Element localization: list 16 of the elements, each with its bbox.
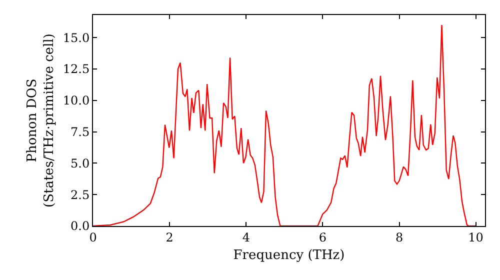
x-tick-label: 10 (468, 230, 484, 244)
y-tick-label: 10.0 (62, 94, 90, 108)
y-tick-label: 12.5 (62, 62, 90, 76)
y-tick-label: 5.0 (70, 156, 90, 170)
y-tick-label: 0.0 (70, 219, 90, 234)
x-tick-label: 0 (89, 230, 97, 244)
y-axis-title: Phonon DOS (States/THz·primitive cell) (24, 33, 57, 208)
x-axis-title: Frequency (THz) (233, 248, 345, 263)
line-series (93, 24, 476, 226)
x-tick-label: 2 (166, 230, 174, 244)
y-tick-label: 2.5 (70, 188, 90, 202)
x-tick-label: 4 (242, 230, 250, 244)
y-tick-label: 7.5 (70, 125, 90, 139)
y-tick-label: 15.0 (62, 30, 90, 45)
x-tick-label: 8 (395, 230, 404, 244)
x-tick-label: 6 (318, 230, 327, 244)
